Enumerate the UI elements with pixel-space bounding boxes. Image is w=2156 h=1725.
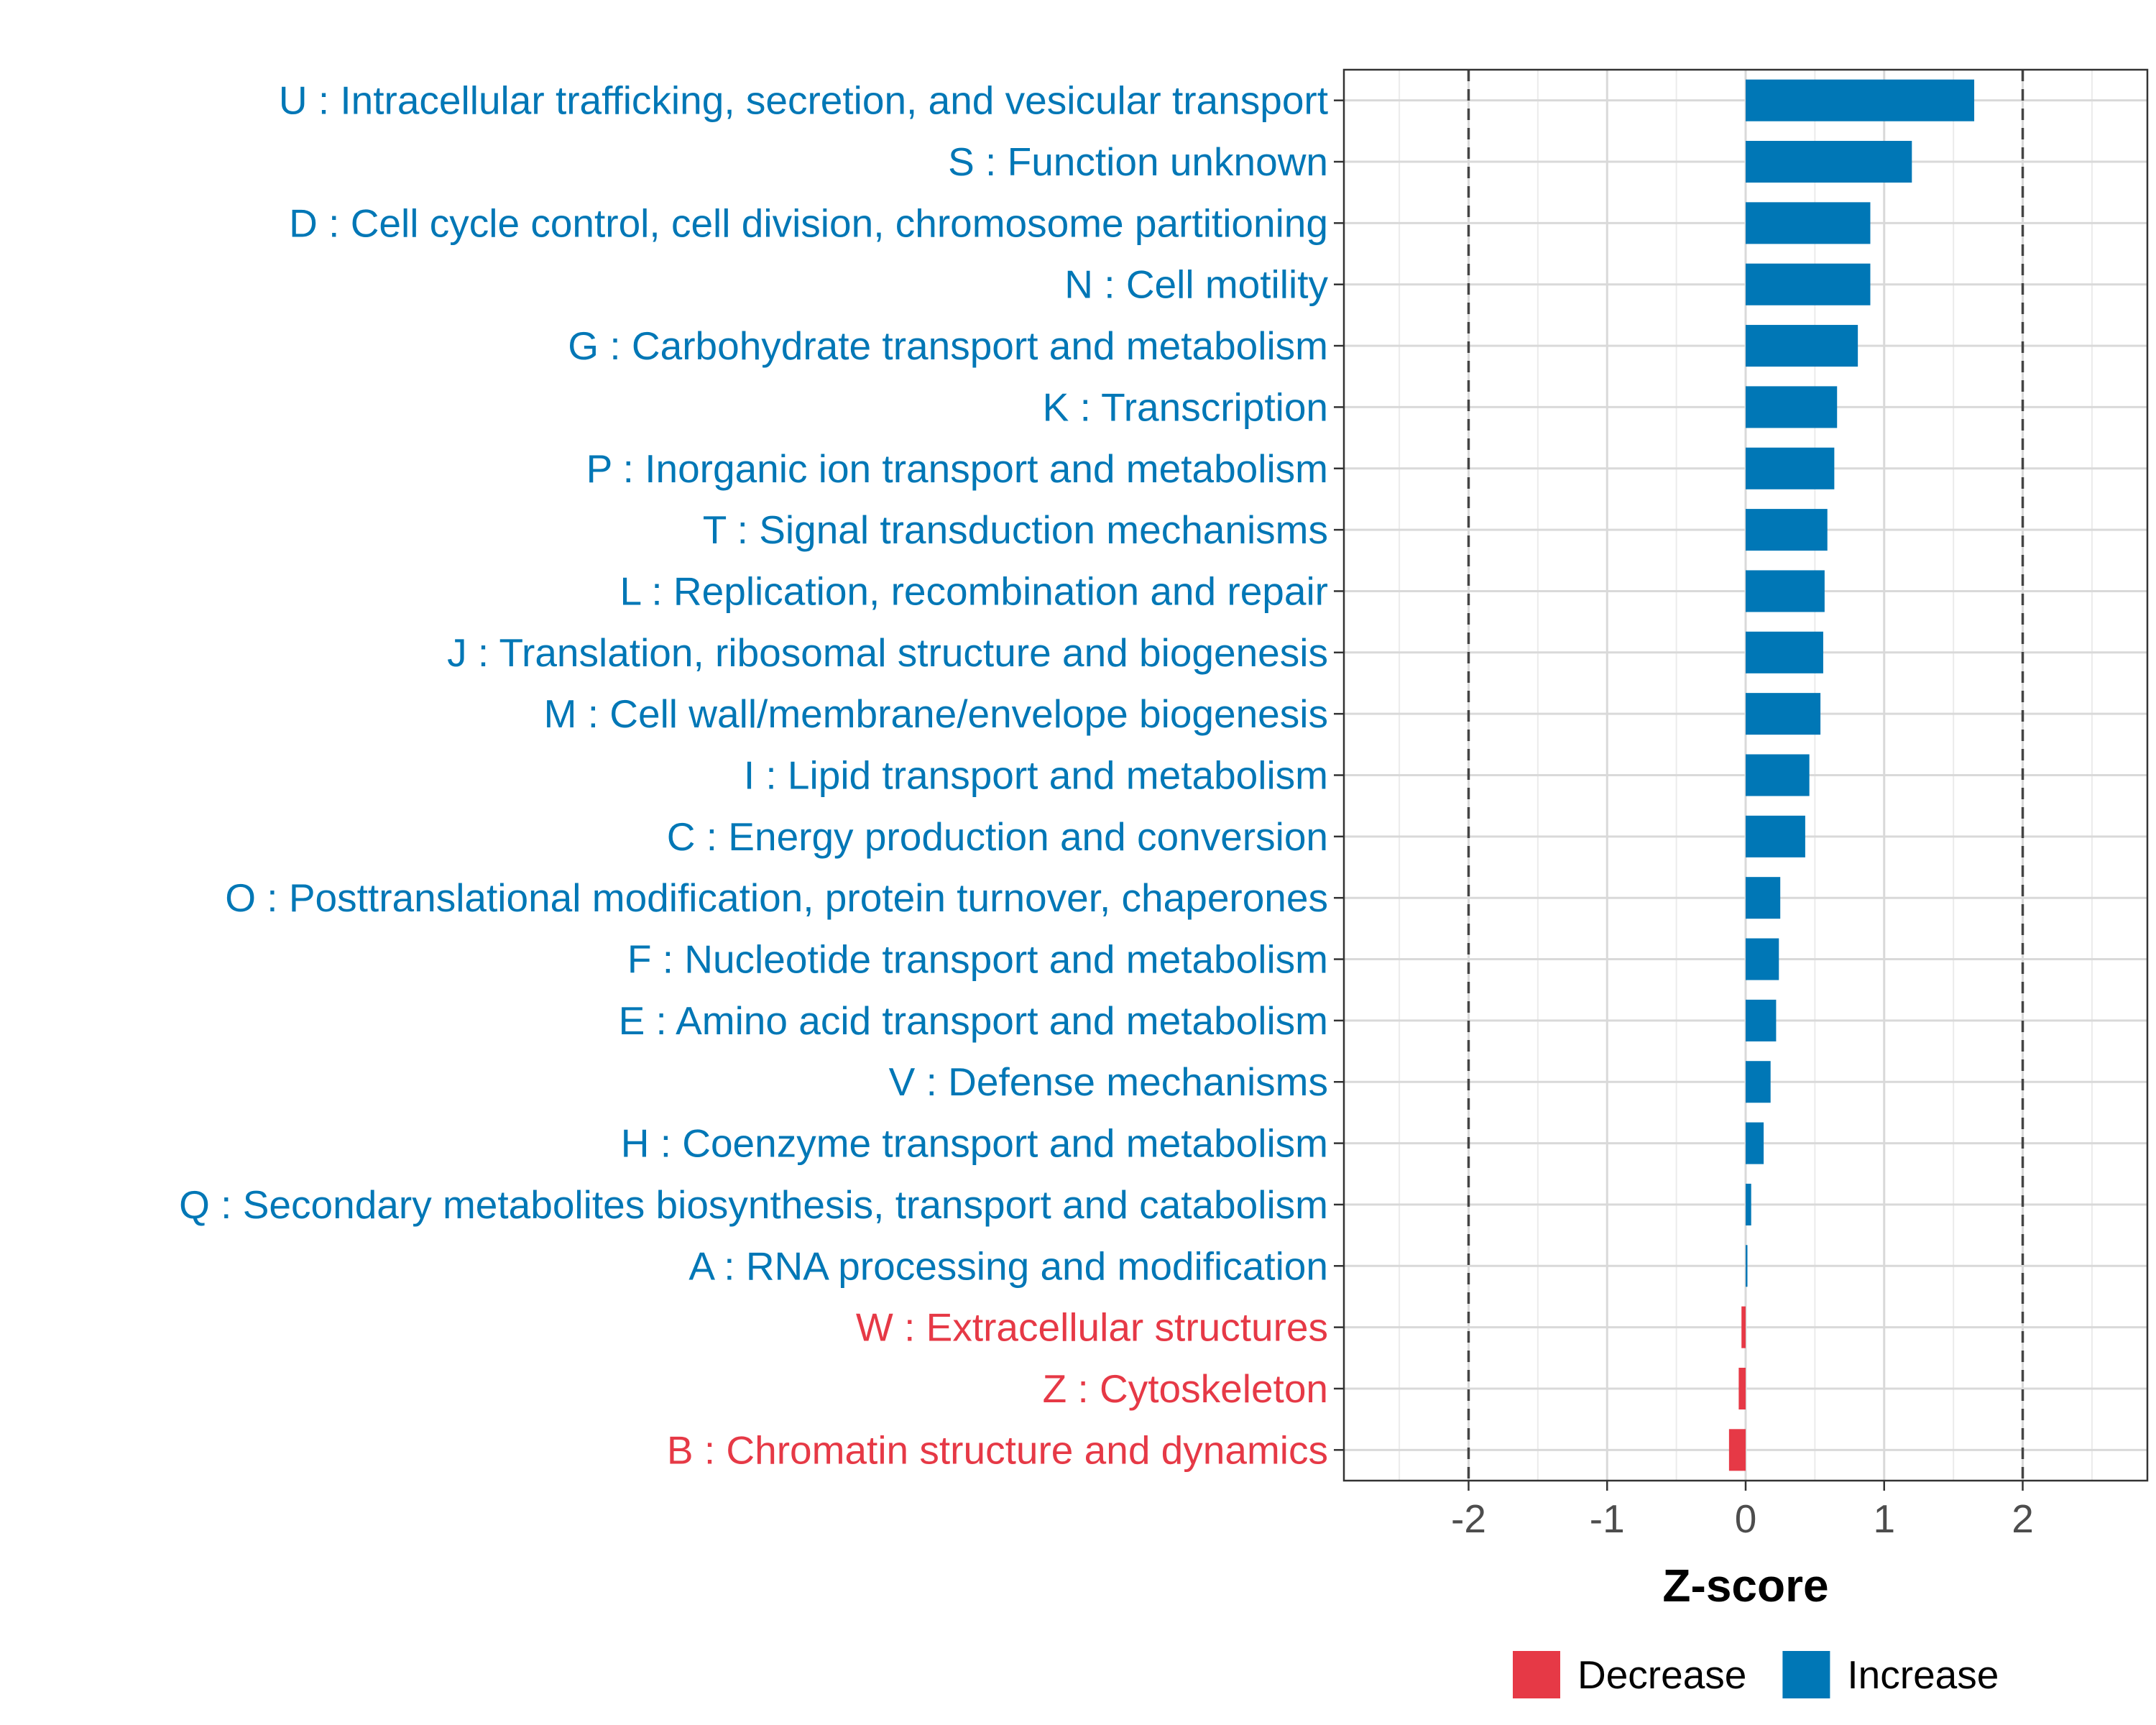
bar xyxy=(1746,263,1871,305)
bar xyxy=(1738,1367,1746,1409)
legend-label: Decrease xyxy=(1577,1652,1746,1697)
category-label: S : Function unknown xyxy=(948,139,1328,184)
bar xyxy=(1746,325,1858,367)
legend-label: Increase xyxy=(1847,1652,1999,1697)
bar xyxy=(1746,79,1975,121)
legend-swatch xyxy=(1782,1651,1830,1698)
category-label: N : Cell motility xyxy=(1064,262,1328,307)
bar xyxy=(1746,815,1805,857)
bar xyxy=(1746,693,1821,735)
category-label: T : Signal transduction mechanisms xyxy=(703,507,1328,552)
x-axis-title: Z-score xyxy=(1662,1560,1828,1611)
category-label: Q : Secondary metabolites biosynthesis, … xyxy=(179,1182,1328,1227)
category-label: G : Carbohydrate transport and metabolis… xyxy=(568,323,1328,368)
category-label: D : Cell cycle control, cell division, c… xyxy=(289,201,1328,245)
bar xyxy=(1741,1306,1746,1348)
y-axis-ticks xyxy=(1334,99,1344,1451)
category-label: U : Intracellular trafficking, secretion… xyxy=(279,78,1328,123)
bar xyxy=(1746,1061,1771,1103)
category-label: E : Amino acid transport and metabolism xyxy=(619,998,1328,1043)
category-label: F : Nucleotide transport and metabolism xyxy=(627,937,1328,982)
bars xyxy=(1728,79,1975,1471)
category-label: Z : Cytoskeleton xyxy=(1043,1366,1328,1411)
legend: Decrease Increase xyxy=(1513,1651,1999,1698)
bar xyxy=(1746,141,1912,183)
category-label: J : Translation, ribosomal structure and… xyxy=(447,630,1328,675)
bar xyxy=(1746,1245,1748,1287)
x-tick-label: 1 xyxy=(1873,1496,1895,1541)
bar xyxy=(1746,1122,1764,1164)
x-axis-ticks: -2 -1 0 1 2 xyxy=(1451,1481,2034,1541)
bar xyxy=(1746,509,1828,551)
category-label: O : Posttranslational modification, prot… xyxy=(225,875,1328,920)
x-tick-label: -1 xyxy=(1590,1496,1625,1541)
category-label: M : Cell wall/membrane/envelope biogenes… xyxy=(544,691,1328,736)
category-label: P : Inorganic ion transport and metaboli… xyxy=(586,446,1328,491)
category-label: A : RNA processing and modification xyxy=(688,1243,1328,1288)
bar xyxy=(1746,570,1825,612)
x-tick-label: -2 xyxy=(1451,1496,1486,1541)
bar xyxy=(1728,1429,1746,1471)
x-tick-label: 0 xyxy=(1735,1496,1757,1541)
bar xyxy=(1746,877,1781,919)
bar xyxy=(1746,202,1871,244)
reference-lines xyxy=(1467,70,2024,1481)
bar xyxy=(1746,631,1823,673)
bar xyxy=(1746,447,1835,489)
category-label: C : Energy production and conversion xyxy=(667,814,1328,859)
category-label: H : Coenzyme transport and metabolism xyxy=(621,1121,1328,1166)
legend-swatch xyxy=(1513,1651,1560,1698)
category-label: K : Transcription xyxy=(1043,385,1328,429)
bar xyxy=(1746,386,1838,428)
category-label: B : Chromatin structure and dynamics xyxy=(667,1427,1328,1472)
bar xyxy=(1746,754,1810,796)
bar xyxy=(1746,999,1777,1041)
y-axis-labels: U : Intracellular trafficking, secretion… xyxy=(179,78,1328,1473)
x-tick-label: 2 xyxy=(2012,1496,2034,1541)
category-label: L : Replication, recombination and repai… xyxy=(620,569,1328,613)
category-label: W : Extracellular structures xyxy=(856,1305,1328,1350)
bar xyxy=(1746,1183,1751,1225)
bar xyxy=(1746,938,1779,980)
category-label: V : Defense mechanisms xyxy=(889,1059,1328,1104)
category-label: I : Lipid transport and metabolism xyxy=(744,753,1328,798)
